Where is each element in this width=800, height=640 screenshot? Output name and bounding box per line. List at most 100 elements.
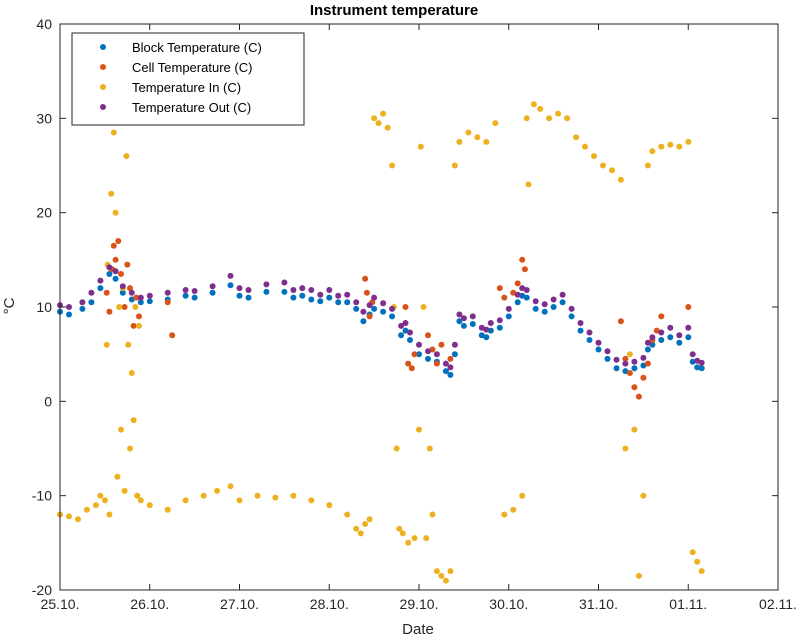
series-1-point-19	[402, 304, 409, 310]
x-tick-label-7: 01.11.	[669, 596, 707, 612]
data-points-layer	[57, 101, 705, 584]
series-2-point-56	[417, 143, 424, 150]
y-tick-label-1: -10	[32, 488, 52, 504]
series-2-point-93	[649, 148, 656, 155]
series-2-point-86	[617, 176, 624, 183]
series-3-point-16	[236, 285, 243, 292]
series-2-point-68	[474, 134, 481, 141]
series-1-point-4	[112, 256, 119, 263]
series-1-point-31	[514, 280, 521, 287]
x-tick-label-0: 25.10.	[41, 596, 80, 612]
series-1-point-30	[510, 289, 517, 296]
series-2-point-60	[429, 511, 436, 518]
series-1-point-37	[631, 384, 638, 391]
series-0-point-8	[128, 296, 135, 303]
series-2-point-19	[125, 341, 132, 348]
series-2-point-2	[75, 516, 81, 523]
series-3-point-41	[451, 341, 458, 348]
series-3-point-53	[532, 298, 539, 305]
series-3-point-63	[622, 360, 629, 367]
series-1-point-6	[118, 271, 124, 277]
series-3-point-9	[137, 294, 144, 301]
series-2-point-43	[366, 516, 373, 523]
series-2-point-38	[326, 502, 333, 509]
series-3-point-32	[389, 305, 396, 312]
series-0-point-58	[577, 327, 584, 334]
series-1-point-16	[363, 289, 370, 296]
series-2-point-70	[492, 120, 499, 127]
series-1-point-26	[438, 341, 445, 348]
series-0-point-41	[451, 351, 458, 358]
series-0-point-47	[487, 327, 494, 334]
series-2-point-4	[92, 502, 99, 509]
series-3-point-11	[164, 289, 171, 296]
series-1-point-1	[106, 308, 113, 315]
series-2-point-12	[112, 209, 119, 216]
series-2-point-57	[420, 304, 427, 310]
series-2-point-5	[97, 492, 104, 499]
series-1-point-29	[501, 294, 508, 301]
series-2-point-46	[380, 110, 387, 117]
series-2-point-51	[396, 525, 403, 532]
series-0-point-66	[644, 346, 651, 353]
series-2-point-14	[116, 304, 123, 310]
series-3-point-70	[676, 332, 683, 339]
series-2-point-52	[399, 530, 406, 537]
series-2-point-98	[689, 549, 696, 556]
series-3-point-56	[559, 291, 566, 298]
x-tick-label-8: 02.11.	[759, 596, 797, 612]
series-1-point-5	[115, 238, 122, 244]
series-2-point-73	[519, 492, 526, 499]
series-0-point-69	[667, 334, 674, 341]
series-0-point-74	[698, 365, 705, 372]
series-0-point-2	[79, 305, 86, 312]
series-2-point-79	[555, 110, 562, 117]
series-2-point-53	[405, 539, 412, 546]
legend-label-3: Temperature Out (C)	[132, 100, 251, 115]
series-2-point-55	[416, 426, 422, 433]
series-1-point-15	[362, 275, 369, 282]
series-1-point-38	[635, 393, 642, 400]
series-2-point-83	[591, 153, 597, 160]
series-0-point-9	[137, 299, 144, 306]
series-2-point-29	[182, 497, 189, 504]
series-3-point-72	[689, 351, 696, 358]
series-1-point-32	[519, 256, 526, 263]
series-3-point-69	[667, 324, 674, 331]
y-tick-label-0: -20	[32, 582, 52, 598]
series-2-point-34	[254, 492, 261, 499]
series-3-point-28	[360, 308, 367, 315]
x-tick-label-6: 31.10.	[579, 596, 618, 612]
series-0-point-20	[290, 294, 297, 301]
series-0-point-61	[604, 355, 611, 362]
series-3-point-71	[685, 324, 692, 331]
series-3-point-15	[227, 272, 234, 279]
series-3-point-42	[456, 311, 463, 318]
series-0-point-46	[483, 334, 490, 341]
series-3-point-29	[366, 302, 373, 309]
series-1-point-14	[169, 332, 176, 339]
series-3-point-59	[586, 329, 593, 336]
series-1-point-28	[496, 285, 503, 292]
series-3-point-37	[425, 348, 431, 355]
series-0-point-67	[649, 341, 656, 348]
series-0-point-60	[595, 346, 602, 353]
legend-marker-1	[100, 64, 106, 70]
series-2-point-6	[101, 497, 108, 504]
series-2-point-74	[523, 115, 530, 122]
legend-label-1: Cell Temperature (C)	[132, 60, 252, 75]
series-2-point-47	[384, 124, 391, 131]
legend-marker-0	[100, 44, 106, 50]
series-2-point-26	[137, 497, 144, 504]
series-3-point-45	[478, 324, 485, 331]
series-2-point-75	[525, 181, 532, 188]
series-0-point-70	[676, 339, 683, 346]
series-2-point-31	[214, 487, 221, 494]
series-2-point-99	[694, 558, 701, 565]
series-0-point-56	[559, 299, 566, 306]
series-2-point-78	[546, 115, 553, 122]
series-3-point-18	[263, 281, 270, 288]
legend-label-0: Block Temperature (C)	[132, 40, 262, 55]
